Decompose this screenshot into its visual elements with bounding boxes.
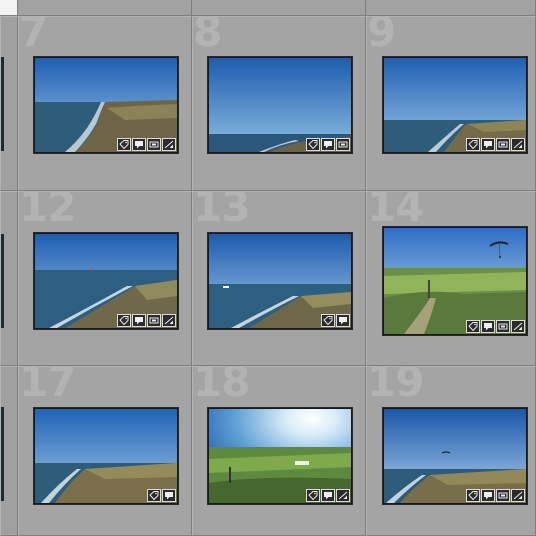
tag-icon[interactable] [117,138,131,151]
photo-thumbnail[interactable] [208,233,352,329]
comment-icon[interactable] [162,489,176,502]
cell-index-number: 17 [19,366,76,406]
tag-icon[interactable] [147,489,161,502]
cell-index-number: 9 [367,16,396,56]
comment-icon[interactable] [481,138,495,151]
comment-icon[interactable] [321,138,335,151]
top-row-strip [0,0,536,16]
filmstrip-icon[interactable] [496,320,510,333]
partial-grid-cell[interactable] [0,191,18,366]
partial-grid-cell[interactable] [0,366,18,536]
tag-icon[interactable] [321,314,335,327]
cell-index-number: 7 [19,16,48,56]
thumbnail-badges [117,138,176,151]
cell-index-number: 18 [193,366,250,406]
thumbnail-badges [466,320,525,333]
develop-icon[interactable] [162,314,176,327]
photo-thumbnail[interactable] [383,227,527,335]
grid-cell[interactable]: 19 [366,366,536,536]
comment-icon[interactable] [132,314,146,327]
previous-row-partial-cell[interactable] [0,0,18,16]
cell-index-number: 8 [193,16,222,56]
filmstrip-icon[interactable] [496,138,510,151]
tag-icon[interactable] [466,320,480,333]
develop-icon[interactable] [162,138,176,151]
grid-cell[interactable]: 7 [18,16,192,191]
cell-index-number: 14 [367,191,424,231]
photo-thumbnail[interactable] [383,57,527,153]
thumbnail-badges [147,489,176,502]
partial-grid-cell[interactable] [0,16,18,191]
filmstrip-icon[interactable] [147,138,161,151]
previous-row-cell[interactable] [192,0,366,16]
filmstrip-icon[interactable] [336,138,350,151]
grid-cell[interactable]: 18 [192,366,366,536]
grid-cell[interactable]: 14 [366,191,536,366]
thumbnail-badges [117,314,176,327]
tag-icon[interactable] [306,489,320,502]
develop-icon[interactable] [511,489,525,502]
grid-cell[interactable]: 8 [192,16,366,191]
comment-icon[interactable] [132,138,146,151]
comment-icon[interactable] [321,489,335,502]
grid-cell[interactable]: 12 [18,191,192,366]
comment-icon[interactable] [481,320,495,333]
develop-icon[interactable] [336,489,350,502]
grid-cell[interactable]: 13 [192,191,366,366]
filmstrip-icon[interactable] [496,489,510,502]
photo-thumbnail[interactable] [383,408,527,504]
develop-icon[interactable] [511,138,525,151]
photo-thumbnail[interactable] [34,408,178,504]
grid-cell[interactable]: 17 [18,366,192,536]
photo-thumbnail[interactable] [208,408,352,504]
develop-icon[interactable] [511,320,525,333]
tag-icon[interactable] [466,138,480,151]
partial-thumbnail[interactable] [1,407,4,501]
thumbnail-badges [321,314,350,327]
comment-icon[interactable] [336,314,350,327]
photo-thumbnail[interactable] [208,57,352,153]
tag-icon[interactable] [117,314,131,327]
partial-thumbnail[interactable] [1,57,4,151]
previous-row-cell[interactable] [18,0,192,16]
partial-thumbnail[interactable] [1,234,4,328]
photo-thumbnail[interactable] [34,233,178,329]
thumbnail-badges [306,138,350,151]
grid-cell[interactable]: 9 [366,16,536,191]
thumbnail-badges [466,138,525,151]
filmstrip-icon[interactable] [147,314,161,327]
comment-icon[interactable] [481,489,495,502]
thumbnail-badges [306,489,350,502]
cell-index-number: 13 [193,191,250,231]
tag-icon[interactable] [466,489,480,502]
thumbnail-badges [466,489,525,502]
photo-thumbnail[interactable] [34,57,178,153]
tag-icon[interactable] [306,138,320,151]
cell-index-number: 12 [19,191,76,231]
cell-index-number: 19 [367,366,424,406]
